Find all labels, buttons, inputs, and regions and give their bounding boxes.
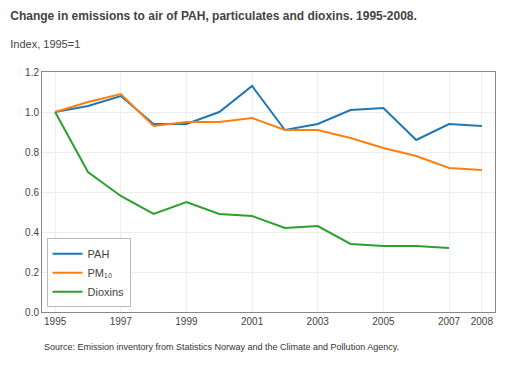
svg-text:0.4: 0.4 xyxy=(25,227,39,238)
svg-text:1999: 1999 xyxy=(175,316,198,327)
svg-text:0.2: 0.2 xyxy=(25,267,39,278)
svg-text:2008: 2008 xyxy=(471,316,494,327)
svg-text:Change in emissions to air of: Change in emissions to air of PAH, parti… xyxy=(10,9,417,23)
svg-text:Source: Emission inventory fro: Source: Emission inventory from Statisti… xyxy=(44,342,399,352)
svg-text:PM₁₀: PM₁₀ xyxy=(88,267,113,279)
svg-text:1.2: 1.2 xyxy=(25,67,39,78)
svg-text:0.0: 0.0 xyxy=(25,307,39,318)
svg-text:Index, 1995=1: Index, 1995=1 xyxy=(10,38,80,50)
svg-text:1995: 1995 xyxy=(44,316,67,327)
svg-text:2007: 2007 xyxy=(438,316,461,327)
svg-text:1997: 1997 xyxy=(110,316,133,327)
svg-text:PAH: PAH xyxy=(88,248,110,260)
svg-text:2001: 2001 xyxy=(241,316,264,327)
svg-text:1.0: 1.0 xyxy=(25,107,39,118)
svg-text:2005: 2005 xyxy=(372,316,395,327)
svg-text:2003: 2003 xyxy=(307,316,330,327)
svg-text:0.8: 0.8 xyxy=(25,147,39,158)
svg-text:0.6: 0.6 xyxy=(25,187,39,198)
svg-text:Dioxins: Dioxins xyxy=(88,286,125,298)
